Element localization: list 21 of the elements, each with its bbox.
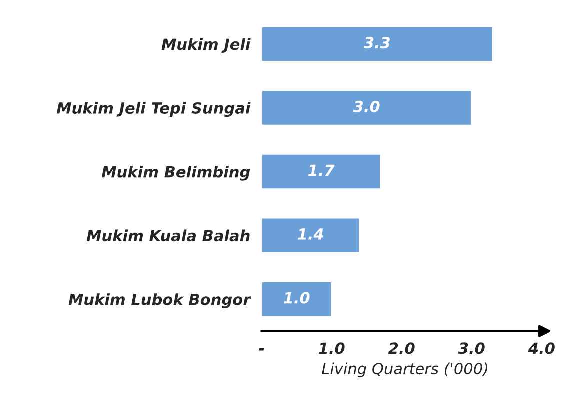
data-label: 1.4 <box>298 228 324 240</box>
data-label: 3.0 <box>353 100 380 112</box>
bar <box>262 26 494 62</box>
x-tick-label: 2.0 <box>388 342 415 354</box>
y-tick-label: Mukim Jeli Tepi Sungai <box>56 102 251 118</box>
y-tick-label: Mukim Belimbing <box>102 166 250 181</box>
y-tick-label: Mukim Lubok Bongor <box>68 294 252 308</box>
y-tick-label: Mukim Kuala Balah <box>86 230 250 242</box>
bar <box>262 281 333 318</box>
data-label: 3.3 <box>364 37 390 49</box>
data-label: 1.0 <box>284 292 310 304</box>
bar <box>262 90 473 126</box>
bar <box>262 217 361 254</box>
x-tick-label: 3.0 <box>458 342 485 354</box>
x-axis-title: Living Quarters ('000) <box>322 362 488 378</box>
data-label: 1.7 <box>308 164 335 176</box>
x-tick-label: 1.0 <box>318 342 345 354</box>
bar <box>262 154 382 190</box>
x-tick-label: 4.0 <box>528 342 555 354</box>
x-tick-label: - <box>259 348 264 351</box>
y-tick-label: Mukim Jeli <box>162 38 251 54</box>
